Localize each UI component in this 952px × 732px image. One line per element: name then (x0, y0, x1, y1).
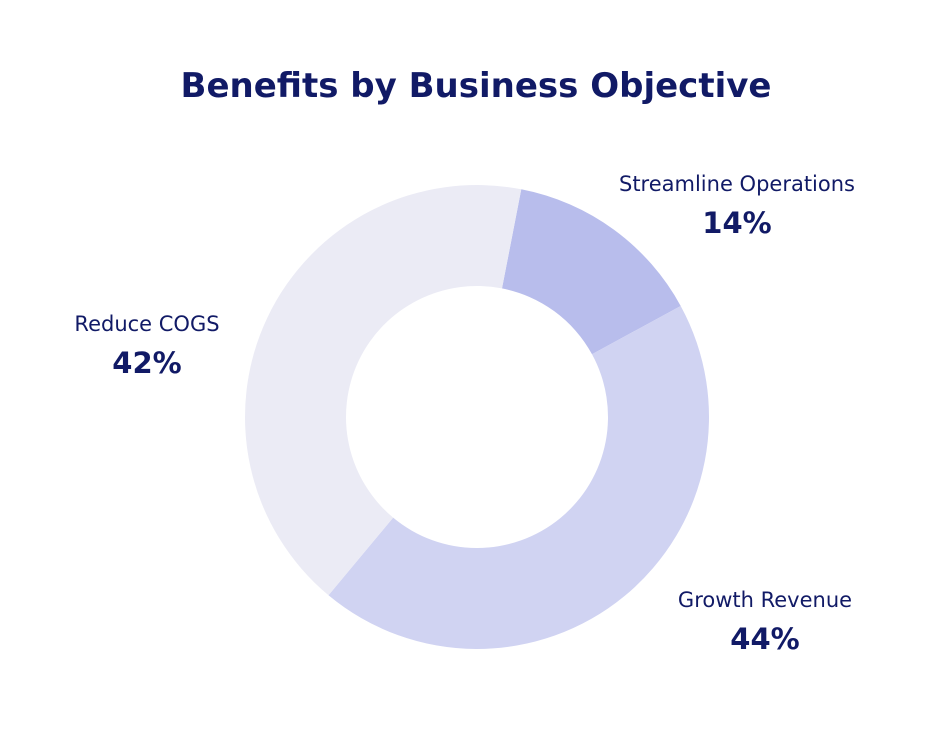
slice-label-reduce-cogs: Reduce COGS (74, 312, 219, 336)
slice-value-streamline-operations: 14% (702, 206, 771, 240)
slice-value-growth-revenue: 44% (730, 622, 799, 656)
slice-label-streamline-operations: Streamline Operations (619, 172, 855, 196)
slice-label-growth-revenue: Growth Revenue (678, 588, 852, 612)
slice-value-reduce-cogs: 42% (112, 346, 181, 380)
chart-title: Benefits by Business Objective (181, 66, 772, 106)
donut-slices (245, 185, 709, 650)
donut-slice-streamline-operations (501, 189, 681, 355)
donut-slice-reduce-cogs (245, 185, 522, 596)
donut-slice-growth-revenue (328, 305, 709, 650)
